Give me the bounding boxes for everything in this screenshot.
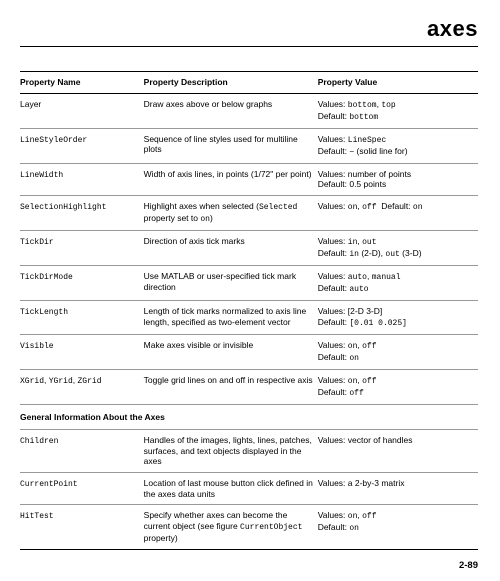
cell-property-desc: Sequence of line styles used for multili… (144, 128, 318, 163)
cell-property-value: Values: on, offDefault: on (318, 505, 478, 549)
page-number: 2-89 (459, 560, 478, 571)
cell-property-name: Children (20, 430, 144, 473)
cell-property-desc: Highlight axes when selected (Selected p… (144, 195, 318, 230)
cell-property-desc: Width of axis lines, in points (1/72" pe… (144, 163, 318, 195)
cell-property-value: Values: vector of handles (318, 430, 478, 473)
cell-property-name: TickDir (20, 230, 144, 265)
cell-property-value: Values: auto, manualDefault: auto (318, 265, 478, 300)
cell-property-value: Values: LineSpecDefault: − (solid line f… (318, 128, 478, 163)
table-header-row: Property Name Property Description Prope… (20, 72, 478, 94)
table-row: ChildrenHandles of the images, lights, l… (20, 430, 478, 473)
cell-property-name: Layer (20, 93, 144, 128)
cell-property-name: LineStyleOrder (20, 128, 144, 163)
section-title: General Information About the Axes (20, 404, 478, 430)
table-row: CurrentPointLocation of last mouse butto… (20, 473, 478, 505)
cell-property-desc: Draw axes above or below graphs (144, 93, 318, 128)
cell-property-desc: Handles of the images, lights, lines, pa… (144, 430, 318, 473)
header-desc: Property Description (144, 72, 318, 94)
cell-property-desc: Toggle grid lines on and off in respecti… (144, 369, 318, 404)
page-title: axes (20, 16, 478, 47)
table-row: LayerDraw axes above or below graphsValu… (20, 93, 478, 128)
cell-property-desc: Use MATLAB or user-specified tick mark d… (144, 265, 318, 300)
table-row: XGrid, YGrid, ZGridToggle grid lines on … (20, 369, 478, 404)
cell-property-value: Values: on, off Default: on (318, 195, 478, 230)
cell-property-desc: Direction of axis tick marks (144, 230, 318, 265)
cell-property-name: Visible (20, 334, 144, 369)
table-row: LineWidthWidth of axis lines, in points … (20, 163, 478, 195)
cell-property-value: Values: a 2-by-3 matrix (318, 473, 478, 505)
cell-property-value: Values: [2-D 3-D]Default: [0.01 0.025] (318, 300, 478, 334)
cell-property-desc: Specify whether axes can become the curr… (144, 505, 318, 549)
table-row: SelectionHighlightHighlight axes when se… (20, 195, 478, 230)
properties-table: Property Name Property Description Prope… (20, 71, 478, 550)
cell-property-desc: Length of tick marks normalized to axis … (144, 300, 318, 334)
cell-property-value: Values: in, outDefault: in (2-D), out (3… (318, 230, 478, 265)
table-row: TickDirModeUse MATLAB or user-specified … (20, 265, 478, 300)
section-header-row: General Information About the Axes (20, 404, 478, 430)
table-row: TickDirDirection of axis tick marksValue… (20, 230, 478, 265)
cell-property-value: Values: on, offDefault: on (318, 334, 478, 369)
cell-property-desc: Make axes visible or invisible (144, 334, 318, 369)
cell-property-name: TickLength (20, 300, 144, 334)
cell-property-name: HitTest (20, 505, 144, 549)
cell-property-value: Values: bottom, topDefault: bottom (318, 93, 478, 128)
cell-property-name: TickDirMode (20, 265, 144, 300)
header-value: Property Value (318, 72, 478, 94)
cell-property-value: Values: on, offDefault: off (318, 369, 478, 404)
cell-property-name: XGrid, YGrid, ZGrid (20, 369, 144, 404)
cell-property-name: SelectionHighlight (20, 195, 144, 230)
cell-property-name: LineWidth (20, 163, 144, 195)
cell-property-name: CurrentPoint (20, 473, 144, 505)
table-row: LineStyleOrderSequence of line styles us… (20, 128, 478, 163)
table-row: VisibleMake axes visible or invisibleVal… (20, 334, 478, 369)
header-name: Property Name (20, 72, 144, 94)
cell-property-value: Values: number of pointsDefault: 0.5 poi… (318, 163, 478, 195)
table-row: TickLengthLength of tick marks normalize… (20, 300, 478, 334)
cell-property-desc: Location of last mouse button click defi… (144, 473, 318, 505)
table-row: HitTestSpecify whether axes can become t… (20, 505, 478, 549)
